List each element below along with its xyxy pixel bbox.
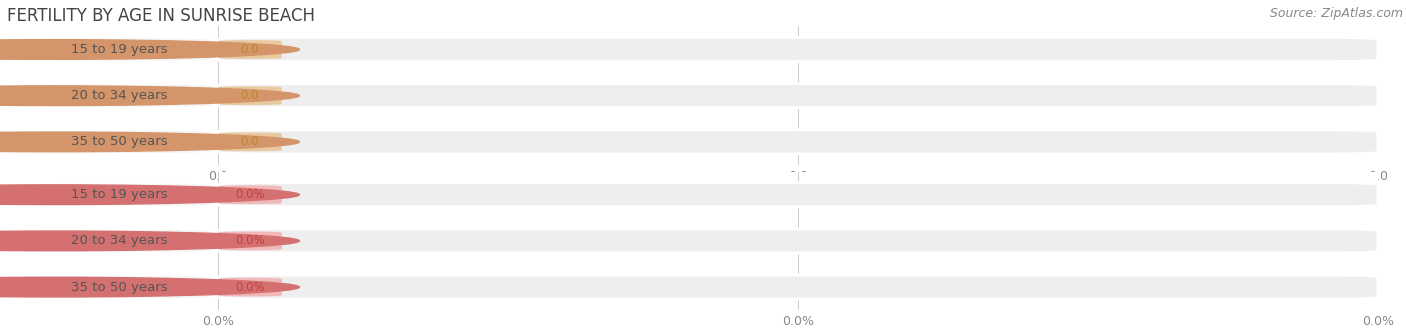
Text: Source: ZipAtlas.com: Source: ZipAtlas.com xyxy=(1270,7,1403,19)
FancyBboxPatch shape xyxy=(218,130,1378,154)
FancyBboxPatch shape xyxy=(38,38,212,61)
Text: 0.0: 0.0 xyxy=(240,135,259,148)
FancyBboxPatch shape xyxy=(218,229,1378,253)
Text: 35 to 50 years: 35 to 50 years xyxy=(70,280,167,294)
Text: 0.0%: 0.0% xyxy=(235,234,264,248)
Circle shape xyxy=(0,86,299,106)
Text: 0.0%: 0.0% xyxy=(235,188,264,201)
FancyBboxPatch shape xyxy=(38,229,212,253)
FancyBboxPatch shape xyxy=(218,185,281,204)
FancyBboxPatch shape xyxy=(218,278,281,296)
Text: FERTILITY BY AGE IN SUNRISE BEACH: FERTILITY BY AGE IN SUNRISE BEACH xyxy=(7,7,315,25)
Text: 20 to 34 years: 20 to 34 years xyxy=(70,89,167,102)
FancyBboxPatch shape xyxy=(218,133,281,151)
Text: 0.0%: 0.0% xyxy=(235,280,264,294)
Text: 15 to 19 years: 15 to 19 years xyxy=(70,43,167,56)
FancyBboxPatch shape xyxy=(218,38,1378,61)
Circle shape xyxy=(0,185,299,205)
FancyBboxPatch shape xyxy=(218,183,1378,207)
Text: 0.0: 0.0 xyxy=(240,43,259,56)
Circle shape xyxy=(0,40,299,59)
FancyBboxPatch shape xyxy=(38,84,212,108)
FancyBboxPatch shape xyxy=(218,232,281,250)
Text: 15 to 19 years: 15 to 19 years xyxy=(70,188,167,201)
Circle shape xyxy=(0,277,299,297)
FancyBboxPatch shape xyxy=(38,275,212,299)
Text: 20 to 34 years: 20 to 34 years xyxy=(70,234,167,248)
Text: 35 to 50 years: 35 to 50 years xyxy=(70,135,167,148)
Circle shape xyxy=(0,231,299,251)
Text: 0.0: 0.0 xyxy=(240,89,259,102)
FancyBboxPatch shape xyxy=(218,86,281,105)
FancyBboxPatch shape xyxy=(38,130,212,154)
FancyBboxPatch shape xyxy=(218,40,281,59)
FancyBboxPatch shape xyxy=(218,84,1378,108)
Circle shape xyxy=(0,132,299,152)
FancyBboxPatch shape xyxy=(38,183,212,207)
FancyBboxPatch shape xyxy=(218,275,1378,299)
